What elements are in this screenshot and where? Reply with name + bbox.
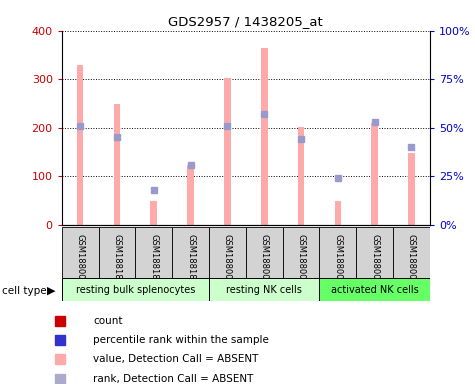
Bar (187, 166, 194, 225)
Bar (356, 227, 393, 278)
Bar (298, 127, 304, 225)
Text: count: count (94, 316, 123, 326)
Text: percentile rank within the sample: percentile rank within the sample (94, 335, 269, 345)
Bar (319, 278, 430, 301)
Text: GSM188006: GSM188006 (407, 234, 416, 285)
Text: GSM188182: GSM188182 (149, 234, 158, 285)
Text: GSM188007: GSM188007 (76, 234, 85, 285)
Text: cell type: cell type (2, 286, 47, 296)
Bar (224, 78, 231, 225)
Bar (135, 227, 172, 278)
Bar (151, 201, 157, 225)
Text: GSM188002: GSM188002 (333, 234, 342, 285)
Bar (334, 201, 341, 225)
Bar (408, 153, 415, 225)
Text: GSM188183: GSM188183 (186, 234, 195, 285)
Bar (62, 227, 99, 278)
Text: activated NK cells: activated NK cells (331, 285, 418, 295)
Text: value, Detection Call = ABSENT: value, Detection Call = ABSENT (94, 354, 259, 364)
Bar (371, 123, 378, 225)
Bar (209, 227, 246, 278)
Bar (172, 227, 209, 278)
Bar (77, 65, 84, 225)
Bar (114, 104, 120, 225)
Bar (261, 48, 267, 225)
Text: GSM188003: GSM188003 (260, 234, 269, 285)
Title: GDS2957 / 1438205_at: GDS2957 / 1438205_at (169, 15, 323, 28)
Bar (283, 227, 319, 278)
Bar (393, 227, 430, 278)
Bar (209, 278, 319, 301)
Text: GSM188004: GSM188004 (296, 234, 305, 285)
Text: GSM188001: GSM188001 (223, 234, 232, 285)
Bar (62, 278, 209, 301)
Text: rank, Detection Call = ABSENT: rank, Detection Call = ABSENT (94, 374, 254, 384)
Bar (246, 227, 283, 278)
Text: resting NK cells: resting NK cells (226, 285, 302, 295)
Bar (99, 227, 135, 278)
Text: GSM188181: GSM188181 (113, 234, 122, 285)
Text: resting bulk splenocytes: resting bulk splenocytes (76, 285, 195, 295)
Text: ▶: ▶ (47, 286, 55, 296)
Bar (319, 227, 356, 278)
Text: GSM188005: GSM188005 (370, 234, 379, 285)
